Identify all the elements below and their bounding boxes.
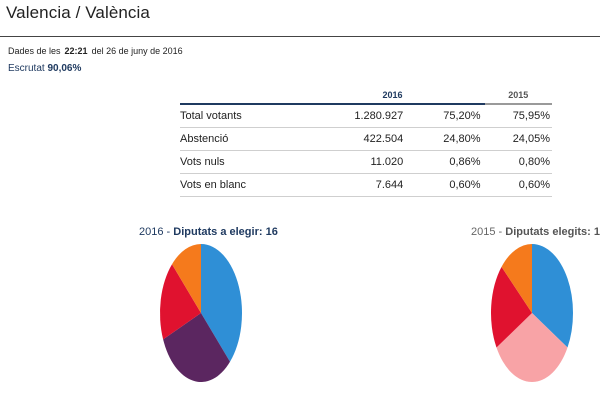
row-value-2016: 7.644	[300, 173, 408, 197]
pie-2015-label: Diputats elegits:	[505, 226, 591, 238]
row-value-2016: 11.020	[300, 150, 408, 174]
pie-2015-year: 2015	[471, 226, 496, 238]
update-info: Dades de les 22:21 del 26 de juny de 2016	[8, 46, 183, 56]
row-label: Vots en blanc	[180, 173, 301, 197]
seats-pie-2016	[159, 244, 242, 383]
pie-2016-separator: -	[163, 226, 174, 238]
update-date: del 26 de juny de 2016	[91, 46, 183, 56]
pie-2015-separator: -	[495, 226, 506, 238]
table-row: Total votants 1.280.927 75,20% 75,95%	[180, 104, 552, 128]
header-empty-cell	[180, 86, 301, 105]
title-divider	[0, 36, 600, 37]
row-pct-2015: 75,95%	[484, 104, 552, 128]
table-row: Abstenció 422.504 24,80% 24,05%	[180, 127, 552, 151]
pie-2016-slice-0[interactable]	[201, 244, 242, 362]
table-header-row: 2016 2015	[180, 86, 552, 105]
results-table: 2016 2015 Total votants 1.280.927 75,20%…	[180, 86, 552, 197]
pie-2016-slice-2[interactable]	[159, 264, 201, 340]
scrutiny-status: Escrutat 90,06%	[8, 63, 81, 74]
row-pct-2016: 0,60%	[407, 173, 485, 197]
seats-pie-2015	[490, 244, 574, 383]
row-pct-2015: 24,05%	[484, 127, 552, 151]
scrutiny-value: 90,06%	[47, 63, 82, 74]
header-2016: 2016	[300, 86, 485, 105]
row-value-2016: 1.280.927	[300, 104, 408, 128]
row-pct-2016: 0,86%	[407, 150, 485, 174]
pie-2016-slice-3[interactable]	[172, 244, 201, 313]
pie-2015-total: 15	[593, 226, 600, 238]
pie-2016-heading: 2016 - Diputats a elegir: 16	[139, 226, 278, 238]
row-pct-2015: 0,80%	[484, 150, 552, 174]
pie-2015-heading: 2015 - Diputats elegits: 15	[471, 226, 600, 238]
row-label: Total votants	[180, 104, 301, 128]
pie-2015-slice-2[interactable]	[490, 266, 532, 348]
table-row: Vots en blanc 7.644 0,60% 0,60%	[180, 173, 552, 197]
pie-2015-slice-1[interactable]	[496, 313, 568, 383]
update-time: 22:21	[64, 46, 88, 56]
row-value-2016: 422.504	[300, 127, 408, 151]
row-pct-2016: 75,20%	[407, 104, 485, 128]
pie-2016-slice-1[interactable]	[163, 313, 230, 383]
row-label: Abstenció	[180, 127, 301, 151]
pie-2015-slice-0[interactable]	[532, 244, 574, 348]
update-prefix: Dades de les	[8, 46, 61, 56]
pie-2015-slice-3[interactable]	[501, 244, 532, 313]
header-2015: 2015	[484, 86, 552, 105]
pie-2016-total: 16	[265, 226, 278, 238]
row-label: Vots nuls	[180, 150, 301, 174]
pie-2016-year: 2016	[139, 226, 164, 238]
row-pct-2016: 24,80%	[407, 127, 485, 151]
page-title: Valencia / València	[6, 3, 150, 22]
row-pct-2015: 0,60%	[484, 173, 552, 197]
table-row: Vots nuls 11.020 0,86% 0,80%	[180, 150, 552, 174]
pie-2016-label: Diputats a elegir:	[173, 226, 263, 238]
scrutiny-label: Escrutat	[8, 63, 45, 74]
